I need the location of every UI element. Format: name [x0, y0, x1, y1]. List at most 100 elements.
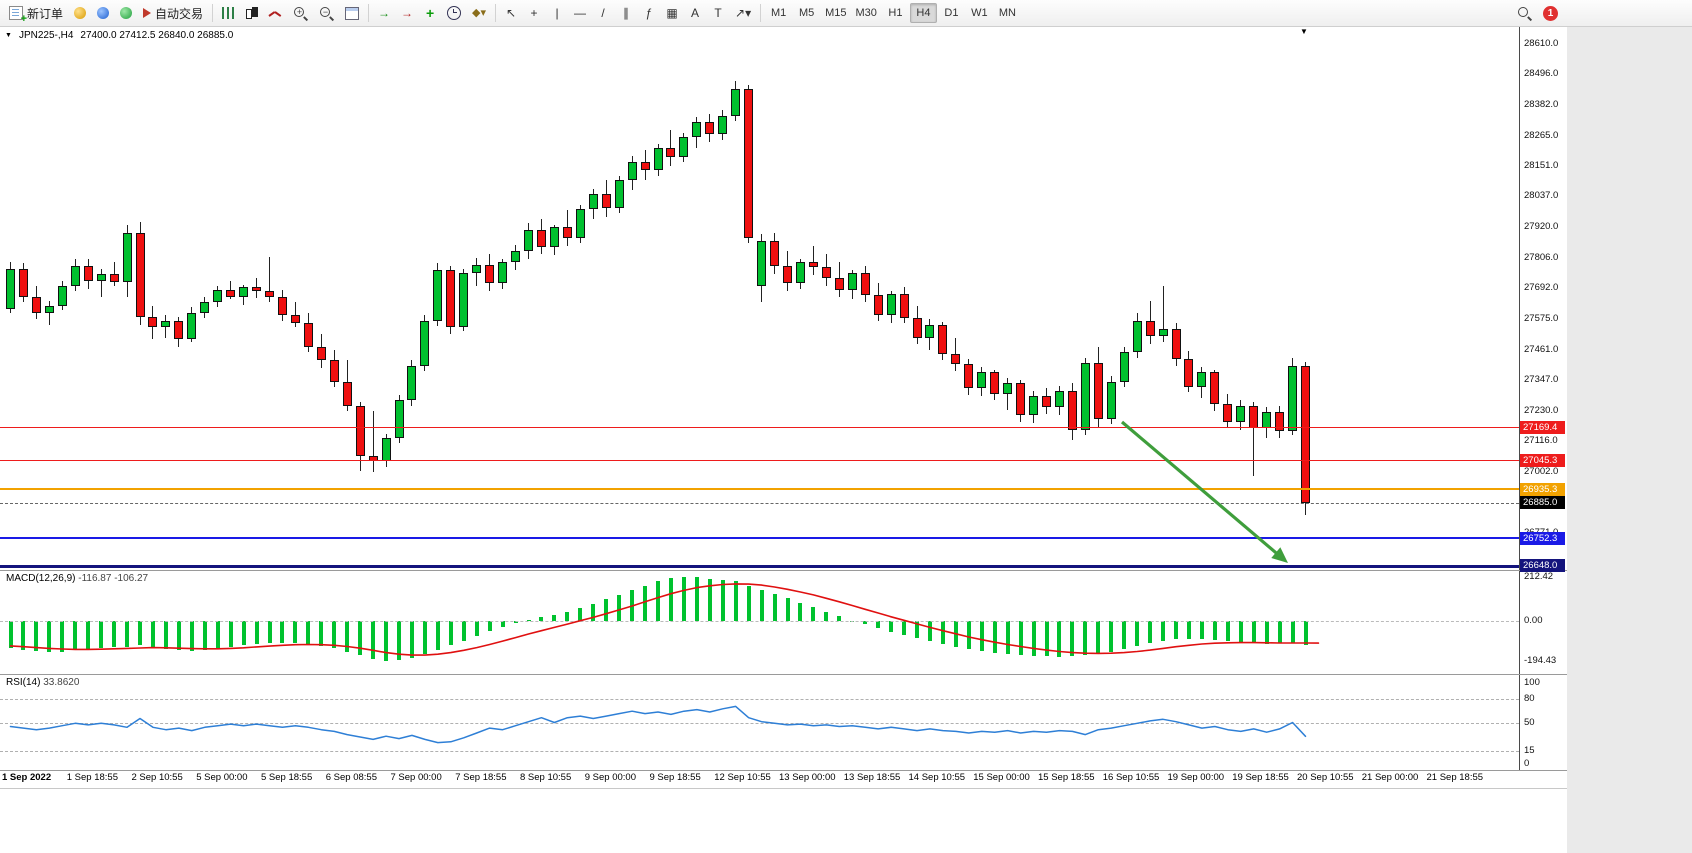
notifications-badge[interactable]: 1 — [1543, 6, 1558, 21]
fibonacci-tool-button[interactable]: ƒ — [638, 2, 660, 24]
axis-layer[interactable]: 27169.4 27045.3 26935.3 26752.3 26648.0 26885… — [0, 27, 1567, 853]
candle-body — [303, 323, 313, 348]
candlestick-icon — [245, 7, 259, 19]
timeframe-h4-button[interactable]: H4 — [909, 3, 937, 23]
candle-body — [912, 317, 922, 338]
search-button[interactable] — [1512, 2, 1537, 24]
chart-title: ▼ JPN225-,H4 27400.0 27412.5 26840.0 268… — [5, 30, 233, 41]
shapes-tool-button[interactable]: ▦ — [661, 2, 683, 24]
price-level-box: 27045.3 — [1520, 453, 1565, 467]
candle-wick — [1007, 377, 1009, 410]
autotrading-icon — [143, 8, 152, 18]
equidistant-channel-tool-button[interactable]: ∥ — [615, 2, 637, 24]
time-tick-label: 8 Sep 10:55 — [520, 772, 572, 783]
autotrading-button[interactable]: 自动交易 — [138, 2, 208, 24]
candle-body — [1119, 352, 1129, 382]
candle-body — [1093, 363, 1103, 419]
time-tick-label: 2 Sep 10:55 — [131, 772, 183, 783]
candle-body — [96, 274, 106, 281]
level-line[interactable] — [0, 488, 1519, 491]
templates-button[interactable]: ◆▾ — [467, 2, 491, 24]
zoom-in-button[interactable]: + — [288, 2, 313, 24]
indicators-button[interactable]: + — [419, 2, 441, 24]
level-line[interactable] — [0, 427, 1519, 429]
candle-body — [627, 162, 637, 180]
search-icon — [1517, 6, 1532, 21]
candle-body — [6, 268, 15, 309]
macd-scale-label: -194.43 — [1524, 655, 1557, 667]
candle-wick — [372, 410, 374, 473]
line-chart-button[interactable] — [264, 2, 287, 24]
timeframe-m30-button[interactable]: M30 — [852, 3, 881, 23]
time-tick-label: 7 Sep 00:00 — [390, 772, 442, 783]
new-order-button[interactable]: 新订单 — [4, 2, 68, 25]
candle-body — [692, 122, 702, 138]
headset-icon — [120, 7, 133, 19]
candle-body — [938, 324, 948, 354]
panel-separator[interactable] — [0, 570, 1567, 571]
candle-body — [1210, 372, 1220, 405]
time-tick-label: 21 Sep 18:55 — [1426, 772, 1484, 783]
text-label-tool-button[interactable]: T — [707, 2, 729, 24]
arrows-tool-button[interactable]: ↗▾ — [730, 2, 756, 24]
timeframe-h1-button[interactable]: H1 — [882, 3, 909, 23]
candle-body — [795, 262, 805, 284]
new-order-label: 新订单 — [27, 6, 64, 21]
trendline-tool-button[interactable]: / — [592, 2, 614, 24]
candle-wick — [269, 256, 270, 302]
vertical-line-tool-button[interactable]: | — [546, 2, 568, 24]
candle-body — [407, 365, 417, 401]
toolbar: 新订单 自动交易 + − → → + ◆▾ ↖+|—/∥ƒ▦AT↗▾ M1M5M… — [0, 0, 1692, 27]
coin-button[interactable] — [69, 2, 91, 24]
candle-body — [1158, 328, 1168, 337]
one-click-collapse-icon[interactable]: ▼ — [5, 32, 12, 39]
chart-shift-button[interactable]: → — [396, 2, 418, 24]
tile-windows-icon — [345, 6, 360, 20]
time-tick-label: 9 Sep 00:00 — [584, 772, 636, 783]
timeframe-m5-button[interactable]: M5 — [793, 3, 820, 23]
candle-body — [873, 295, 883, 316]
level-line[interactable] — [0, 460, 1519, 462]
level-line[interactable] — [0, 564, 1519, 568]
timeframe-m1-button[interactable]: M1 — [765, 3, 792, 23]
rsi-scale-label: 50 — [1524, 717, 1535, 729]
crosshair-tool-button[interactable]: + — [523, 2, 545, 24]
text-tool-button[interactable]: A — [684, 2, 706, 24]
timeframe-d1-button[interactable]: D1 — [938, 3, 965, 23]
tile-windows-button[interactable] — [340, 2, 364, 24]
bar-chart-button[interactable] — [217, 2, 239, 24]
auto-scroll-button[interactable]: → — [373, 2, 395, 24]
horizontal-line-tool-button[interactable]: — — [569, 2, 591, 24]
cursor-icon: ↖ — [505, 6, 517, 20]
panel-separator[interactable] — [0, 674, 1567, 675]
timeframe-m15-button[interactable]: M15 — [821, 3, 850, 23]
autotrading-label: 自动交易 — [155, 6, 204, 21]
candle-body — [57, 285, 67, 306]
periods-button[interactable] — [442, 2, 466, 24]
globe-button[interactable] — [92, 2, 114, 24]
chart-area[interactable]: ▼ JPN225-,H4 27400.0 27412.5 26840.0 268… — [0, 27, 1692, 853]
time-tick-label: 12 Sep 10:55 — [714, 772, 771, 783]
candlestick-chart-button[interactable] — [240, 2, 263, 24]
candle-body — [213, 289, 223, 302]
cursor-tool-button[interactable]: ↖ — [500, 2, 522, 24]
time-tick-label: 20 Sep 10:55 — [1297, 772, 1354, 783]
timeframe-w1-button[interactable]: W1 — [966, 3, 993, 23]
time-tick-label: 13 Sep 18:55 — [843, 772, 901, 783]
price-tick-label: 28037.0 — [1524, 190, 1559, 202]
macd-name: MACD(12,26,9) — [6, 573, 76, 584]
support-button[interactable] — [115, 2, 137, 24]
candle-body — [1171, 328, 1181, 360]
candle-body — [109, 274, 119, 282]
horizontal-line-icon: — — [574, 6, 587, 20]
timeframe-mn-button[interactable]: MN — [994, 3, 1021, 23]
candle-body — [31, 296, 41, 313]
zoom-out-button[interactable]: − — [314, 2, 339, 24]
price-tick-label: 27575.0 — [1524, 313, 1559, 325]
rsi-scale-label: 0 — [1524, 757, 1530, 769]
candle-body — [899, 293, 909, 318]
price-tick-label: 27230.0 — [1524, 404, 1559, 416]
level-line[interactable] — [0, 537, 1519, 539]
candle-body — [122, 232, 132, 282]
candle-body — [265, 291, 274, 297]
